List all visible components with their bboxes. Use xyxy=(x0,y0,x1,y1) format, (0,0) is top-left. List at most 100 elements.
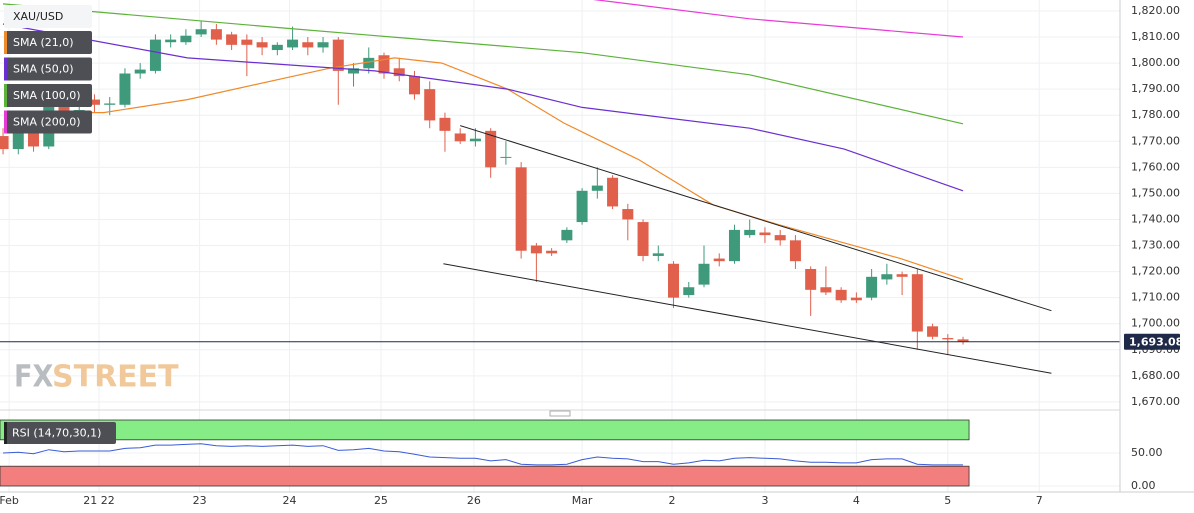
pane-resize-handle[interactable] xyxy=(549,410,571,417)
candle-body xyxy=(820,287,832,293)
y-tick-label: 1,710.00 xyxy=(1131,291,1180,304)
legend-entry: SMA (100,0) xyxy=(13,89,81,102)
candle-body xyxy=(104,103,116,105)
y-tick-label: 1,680.00 xyxy=(1131,369,1180,382)
x-tick-label: 4 xyxy=(853,494,860,507)
candle-body xyxy=(226,34,238,45)
candle-body xyxy=(652,253,664,256)
candle-body xyxy=(728,229,740,262)
candle-body xyxy=(942,338,954,340)
candle-body xyxy=(0,136,9,150)
candle-body xyxy=(805,268,817,290)
rsi-upper-band xyxy=(0,419,970,441)
legend-entry-box xyxy=(4,57,92,81)
legend-entry-box xyxy=(4,110,92,134)
candle-body xyxy=(363,57,375,69)
candle-body xyxy=(896,274,908,277)
legend-entry: SMA (21,0) xyxy=(13,36,74,49)
x-tick-label: 25 xyxy=(374,494,388,507)
x-tick-label: 23 xyxy=(193,494,207,507)
x-tick-label: 5 xyxy=(944,494,951,507)
candle-body xyxy=(607,177,619,207)
legend-entry: SMA (50,0) xyxy=(13,63,74,76)
candle-body xyxy=(698,263,710,285)
candle-body xyxy=(500,156,512,158)
candle-body xyxy=(317,42,329,48)
candle-body xyxy=(408,76,420,95)
rsi-tick-label: 50.00 xyxy=(1131,446,1163,459)
candle-body xyxy=(241,39,253,45)
candle-body xyxy=(881,274,893,280)
legend-entry: SMA (200,0) xyxy=(13,116,81,129)
x-tick-label: 2 xyxy=(669,494,676,507)
sma-line xyxy=(56,57,964,280)
y-tick-label: 1,800.00 xyxy=(1131,56,1180,69)
candle-body xyxy=(287,39,299,48)
candle-body xyxy=(515,167,527,251)
candle-body xyxy=(195,29,207,35)
candle-body xyxy=(134,69,146,74)
x-tick-label: 21 22 xyxy=(83,494,115,507)
x-tick-label: 24 xyxy=(283,494,297,507)
candle-body xyxy=(927,326,939,337)
candle-body xyxy=(348,68,360,74)
candle-body xyxy=(210,29,222,40)
sma-line xyxy=(2,3,964,125)
y-tick-label: 1,780.00 xyxy=(1131,108,1180,121)
candle-body xyxy=(911,274,923,332)
legend-entry-box xyxy=(4,84,92,107)
candle-body xyxy=(393,68,405,77)
candle-body xyxy=(302,42,314,48)
legend-title: XAU/USD xyxy=(13,10,63,23)
trend-line xyxy=(443,263,1052,374)
candle-body xyxy=(424,89,436,121)
candle-body xyxy=(789,240,801,262)
y-tick-label: 1,770.00 xyxy=(1131,134,1180,147)
y-tick-label: 1,670.00 xyxy=(1131,395,1180,408)
legend-title-box xyxy=(4,5,92,28)
sma-line xyxy=(2,23,964,192)
rsi-legend-box xyxy=(4,422,116,444)
labels: 1,670.001,680.001,690.001,700.001,710.00… xyxy=(0,4,1183,507)
candle-body xyxy=(561,229,573,241)
last-price-box xyxy=(1124,333,1180,350)
y-tick-label: 1,700.00 xyxy=(1131,317,1180,330)
last-price-label: 1,693.08 xyxy=(1129,335,1183,348)
candle-body xyxy=(332,39,344,71)
candle-body xyxy=(957,339,969,342)
x-tick-label: Mar xyxy=(572,494,593,507)
candle-body xyxy=(683,287,695,296)
candle-body xyxy=(546,250,558,254)
candle-body xyxy=(850,297,862,301)
legend-entry-swatch xyxy=(4,110,7,134)
candle-body xyxy=(668,263,680,298)
candle-body xyxy=(835,289,847,301)
candle-body xyxy=(165,39,177,43)
candle-body xyxy=(774,235,786,241)
candle-body xyxy=(637,222,649,256)
legend-entry-swatch xyxy=(4,57,7,81)
y-tick-label: 1,790.00 xyxy=(1131,82,1180,95)
rsi-line xyxy=(2,443,963,466)
y-tick-label: 1,750.00 xyxy=(1131,186,1180,199)
candle-body xyxy=(439,117,451,131)
y-tick-label: 1,740.00 xyxy=(1131,212,1180,225)
legend-entry-swatch xyxy=(4,31,7,54)
candle-body xyxy=(88,99,100,105)
candle-body xyxy=(149,39,161,71)
x-tick-label: 26 xyxy=(467,494,481,507)
x-tick-label: Feb xyxy=(0,494,19,507)
candle-body xyxy=(454,133,466,142)
y-tick-label: 1,760.00 xyxy=(1131,160,1180,173)
rsi-legend-swatch xyxy=(4,422,7,444)
watermark-fx: FX xyxy=(14,360,53,395)
candle-body xyxy=(180,35,192,43)
candle-body xyxy=(759,232,771,236)
x-tick-label: 7 xyxy=(1036,494,1043,507)
candle-body xyxy=(576,190,588,223)
candle-body xyxy=(271,44,283,51)
legend-entry-swatch xyxy=(4,84,7,107)
candle-body xyxy=(256,42,268,48)
